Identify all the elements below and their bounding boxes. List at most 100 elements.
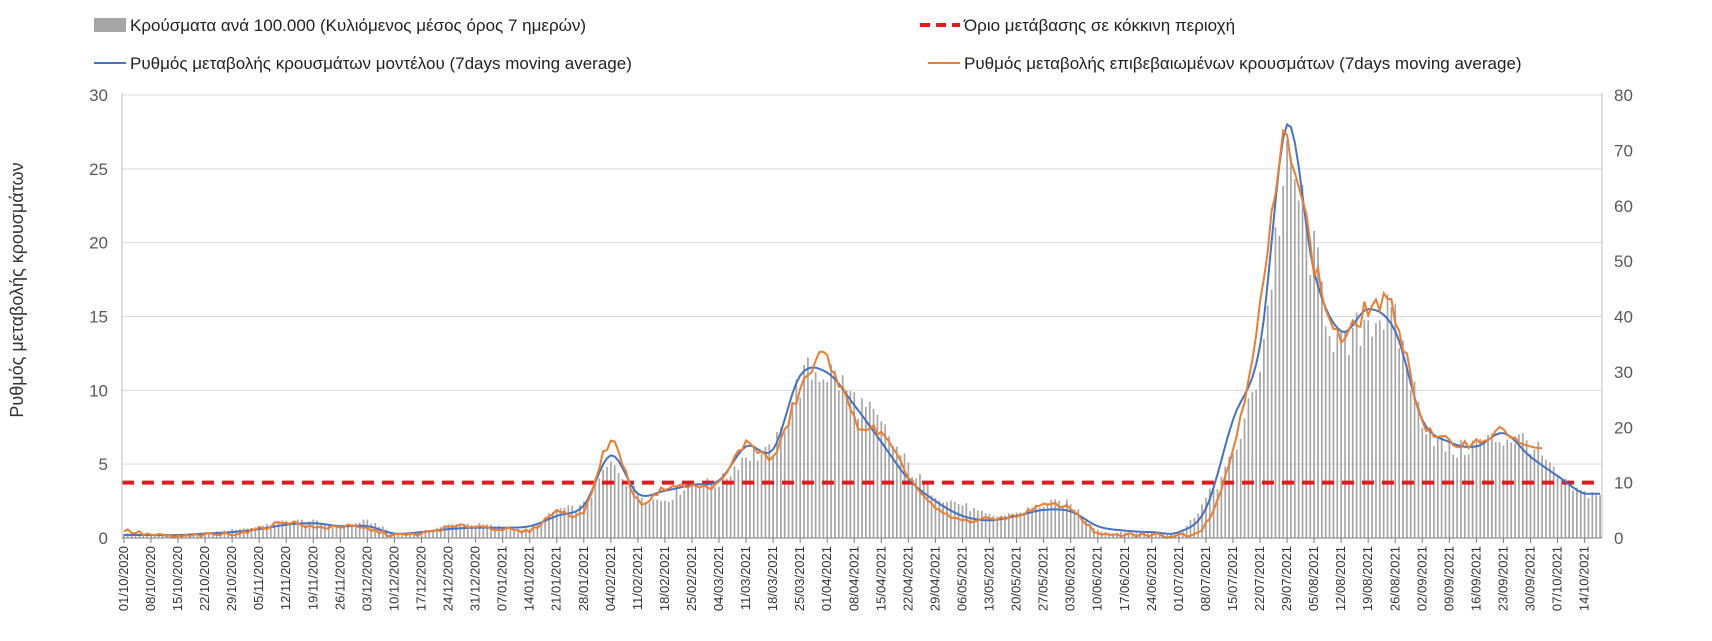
axes <box>121 93 1603 539</box>
bar <box>1228 456 1230 538</box>
bar <box>150 534 152 538</box>
bar <box>664 500 666 538</box>
bar <box>331 527 334 538</box>
bar <box>637 494 639 538</box>
bar <box>1444 451 1447 538</box>
bar <box>204 533 206 538</box>
bar <box>1371 336 1373 538</box>
x-tick-label: 14/10/2021 <box>1577 546 1592 611</box>
bar <box>1548 462 1551 538</box>
bar <box>1382 329 1385 538</box>
y-tick-right-0: 0 <box>1614 529 1623 548</box>
bar <box>1166 534 1169 538</box>
bar <box>791 402 794 538</box>
x-tick-label: 04/03/2021 <box>711 546 726 611</box>
x-tick-label: 17/12/2020 <box>414 546 429 611</box>
bar <box>1023 512 1026 538</box>
legend: Κρούσματα ανά 100.000 (Κυλιόμενος μέσος … <box>94 16 1522 73</box>
bar <box>826 381 829 538</box>
bar <box>513 530 516 538</box>
bar <box>1208 488 1211 538</box>
y-tick-right-30: 30 <box>1614 363 1633 382</box>
bar <box>1069 504 1072 538</box>
bar <box>409 532 411 538</box>
bar <box>254 527 257 538</box>
bar <box>1460 439 1462 538</box>
bar <box>934 497 937 538</box>
bar <box>1251 392 1254 538</box>
bar <box>335 525 338 538</box>
bar <box>497 525 500 538</box>
y-tick-left-5: 5 <box>99 455 108 474</box>
bar <box>980 510 983 538</box>
bar <box>814 372 817 538</box>
x-tick-label: 18/03/2021 <box>765 546 780 611</box>
bar <box>536 524 539 538</box>
bar <box>231 528 233 538</box>
x-tick-label: 28/01/2021 <box>576 546 591 611</box>
bar <box>1000 515 1002 538</box>
bar <box>602 469 604 538</box>
bar <box>277 521 280 538</box>
x-tick-label: 08/04/2021 <box>846 546 861 611</box>
x-tick-label: 10/12/2020 <box>386 546 401 611</box>
bar <box>725 478 728 538</box>
bar <box>942 502 944 538</box>
bar <box>783 432 786 538</box>
x-tick-label: 01/10/2020 <box>116 546 131 611</box>
bar <box>1266 305 1269 538</box>
bar <box>505 528 508 538</box>
x-tick-label: 20/05/2021 <box>1009 546 1024 611</box>
bar <box>490 524 492 538</box>
bar <box>1564 478 1567 538</box>
bar <box>1081 516 1084 538</box>
bar <box>1436 436 1439 538</box>
bar <box>640 498 643 538</box>
legend-label-model: Ρυθμός μεταβολής κρουσμάτων μοντέλου (7d… <box>130 54 632 73</box>
bar <box>157 534 160 538</box>
bar <box>1197 513 1200 538</box>
bar <box>1591 492 1594 538</box>
bar <box>1409 390 1412 538</box>
bar <box>1297 200 1300 539</box>
bar <box>776 431 778 538</box>
bar <box>1587 498 1590 538</box>
bar <box>1193 517 1196 538</box>
bar <box>1595 495 1598 538</box>
bar <box>1189 519 1192 538</box>
x-tick-label: 06/05/2021 <box>955 546 970 611</box>
bar <box>760 454 763 538</box>
bar <box>443 525 446 538</box>
bar <box>1042 506 1045 538</box>
bar <box>1525 440 1528 538</box>
bar <box>606 466 608 538</box>
bar <box>146 534 148 538</box>
bar <box>1375 322 1377 538</box>
bar <box>691 482 693 538</box>
bar <box>1120 531 1122 538</box>
bar <box>837 390 840 538</box>
bar <box>524 531 527 538</box>
bar <box>590 497 593 538</box>
bar <box>1402 340 1404 538</box>
bar <box>745 457 747 538</box>
bar <box>1259 371 1261 538</box>
bar <box>1572 490 1574 538</box>
bar <box>1320 281 1323 538</box>
y-tick-right-10: 10 <box>1614 474 1633 493</box>
x-tick-label: 17/06/2021 <box>1117 546 1132 611</box>
bar <box>439 527 442 538</box>
y-tick-right-80: 80 <box>1614 86 1633 105</box>
y-tick-left-10: 10 <box>89 381 108 400</box>
bar <box>892 446 894 538</box>
bar <box>749 460 751 538</box>
bar <box>1050 499 1053 538</box>
x-tick-label: 15/10/2020 <box>170 546 185 611</box>
bar <box>1077 509 1080 538</box>
bar <box>1336 333 1339 538</box>
bar <box>1340 331 1343 538</box>
legend-label-bars: Κρούσματα ανά 100.000 (Κυλιόμενος μέσος … <box>130 16 586 35</box>
bar <box>1583 491 1586 538</box>
bar <box>532 527 535 538</box>
bar <box>1201 504 1203 538</box>
